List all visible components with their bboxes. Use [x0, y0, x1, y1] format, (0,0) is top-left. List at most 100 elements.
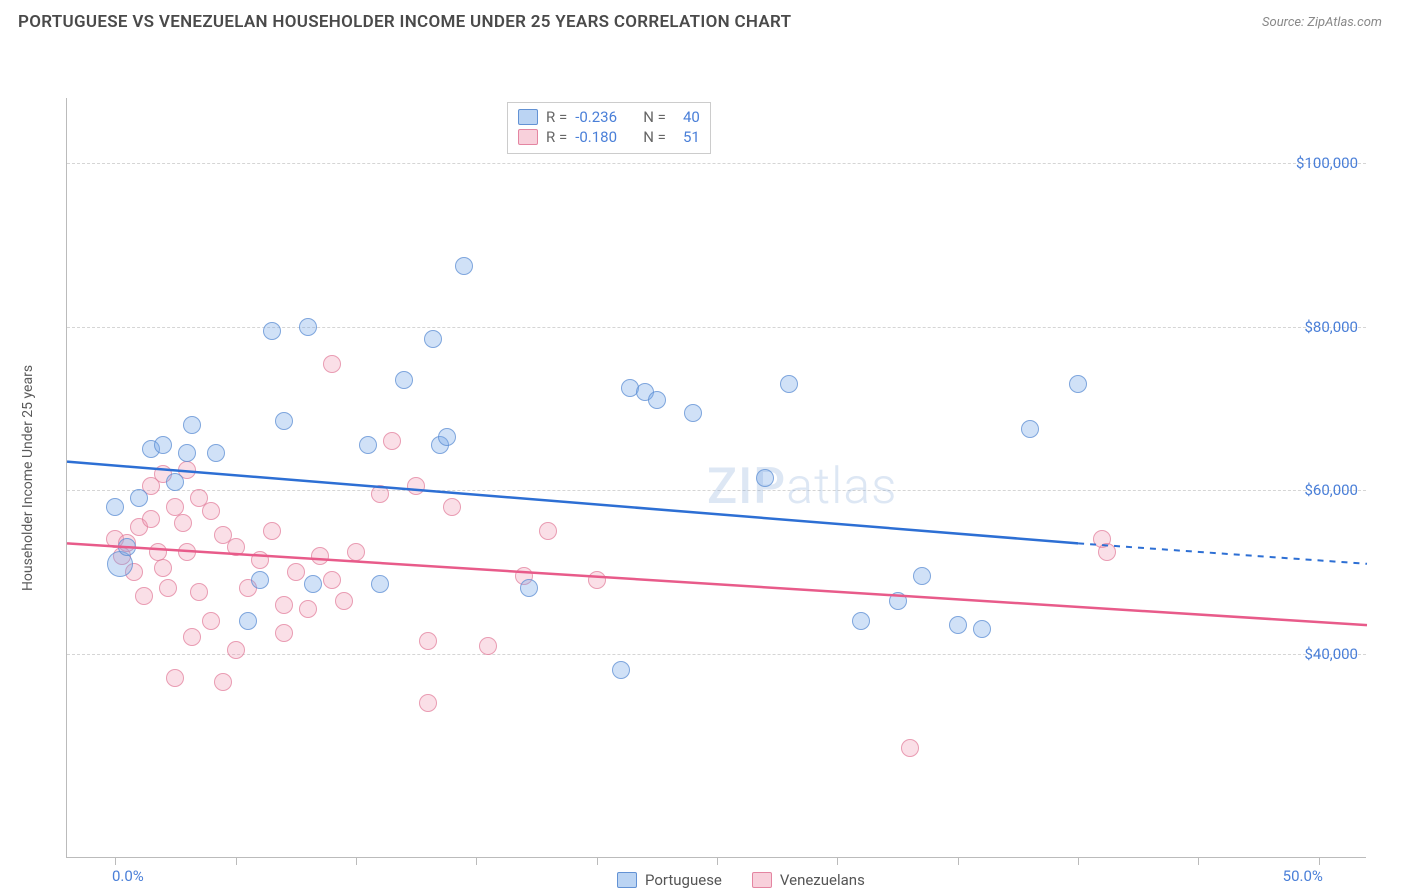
data-point — [106, 498, 124, 516]
data-point — [311, 547, 329, 565]
data-point — [207, 444, 225, 462]
chart-header: PORTUGUESE VS VENEZUELAN HOUSEHOLDER INC… — [0, 0, 1406, 38]
data-point — [438, 428, 456, 446]
stats-row: R =-0.180N =51 — [518, 127, 700, 147]
data-point — [142, 510, 160, 528]
legend-label: Portuguese — [645, 871, 722, 889]
data-point — [889, 592, 907, 610]
data-point — [756, 469, 774, 487]
x-tick-mark — [356, 857, 357, 865]
correlation-stats-box: R =-0.236N =40R =-0.180N =51 — [507, 102, 711, 154]
data-point — [166, 669, 184, 687]
stat-label-r: R = — [546, 108, 567, 126]
data-point — [166, 498, 184, 516]
data-point — [178, 444, 196, 462]
y-tick-label: $60,000 — [1304, 481, 1358, 499]
data-point — [395, 371, 413, 389]
data-point — [178, 543, 196, 561]
data-point — [479, 637, 497, 655]
data-point — [214, 673, 232, 691]
data-point — [347, 543, 365, 561]
legend-swatch — [752, 872, 772, 888]
data-point — [227, 538, 245, 556]
data-point — [275, 596, 293, 614]
gridline — [67, 163, 1366, 164]
stat-label-n: N = — [643, 108, 666, 126]
data-point — [275, 412, 293, 430]
data-point — [1069, 375, 1087, 393]
data-point — [190, 583, 208, 601]
data-point — [1021, 420, 1039, 438]
x-tick-mark — [236, 857, 237, 865]
data-point — [183, 416, 201, 434]
x-tick-mark — [717, 857, 718, 865]
data-point — [539, 522, 557, 540]
data-point — [227, 641, 245, 659]
trend-lines — [67, 98, 1367, 858]
data-point — [949, 616, 967, 634]
gridline — [67, 490, 1366, 491]
data-point — [455, 257, 473, 275]
data-point — [648, 391, 666, 409]
series-swatch — [518, 129, 538, 145]
data-point — [371, 575, 389, 593]
data-point — [1098, 543, 1116, 561]
data-point — [149, 543, 167, 561]
x-tick-mark — [1078, 857, 1079, 865]
data-point — [588, 571, 606, 589]
data-point — [251, 551, 269, 569]
legend-item: Venezuelans — [752, 871, 865, 889]
data-point — [239, 612, 257, 630]
data-point — [202, 502, 220, 520]
data-point — [323, 571, 341, 589]
data-point — [419, 694, 437, 712]
stat-value-r: -0.236 — [575, 108, 635, 126]
data-point — [371, 485, 389, 503]
x-tick-label: 0.0% — [112, 867, 144, 885]
stat-value-n: 40 — [674, 108, 700, 126]
data-point — [913, 567, 931, 585]
x-tick-mark — [115, 857, 116, 865]
stat-value-n: 51 — [674, 128, 700, 146]
data-point — [159, 579, 177, 597]
x-tick-mark — [837, 857, 838, 865]
data-point — [174, 514, 192, 532]
data-point — [359, 436, 377, 454]
plot-area: $40,000$60,000$80,000$100,0000.0%50.0%ZI… — [66, 98, 1366, 858]
legend-swatch — [617, 872, 637, 888]
series-legend: Portuguese Venezuelans — [617, 871, 865, 889]
data-point — [780, 375, 798, 393]
stat-label-n: N = — [643, 128, 666, 146]
x-tick-label: 50.0% — [1283, 867, 1323, 885]
data-point — [287, 563, 305, 581]
data-point — [118, 538, 136, 556]
x-tick-mark — [1198, 857, 1199, 865]
data-point — [424, 330, 442, 348]
source-attribution: Source: ZipAtlas.com — [1262, 15, 1382, 30]
data-point — [263, 322, 281, 340]
data-point — [275, 624, 293, 642]
data-point — [443, 498, 461, 516]
data-point — [135, 587, 153, 605]
chart-title: PORTUGUESE VS VENEZUELAN HOUSEHOLDER INC… — [18, 12, 791, 32]
x-tick-mark — [1319, 857, 1320, 865]
data-point — [419, 632, 437, 650]
data-point — [263, 522, 281, 540]
gridline — [67, 654, 1366, 655]
data-point — [520, 579, 538, 597]
data-point — [407, 477, 425, 495]
data-point — [383, 432, 401, 450]
data-point — [335, 592, 353, 610]
data-point — [973, 620, 991, 638]
data-point — [183, 628, 201, 646]
data-point — [202, 612, 220, 630]
watermark: ZIPatlas — [707, 458, 898, 516]
x-tick-mark — [958, 857, 959, 865]
data-point — [299, 318, 317, 336]
gridline — [67, 327, 1366, 328]
data-point — [852, 612, 870, 630]
series-swatch — [518, 109, 538, 125]
y-tick-label: $100,000 — [1296, 154, 1358, 172]
stat-label-r: R = — [546, 128, 567, 146]
y-tick-label: $40,000 — [1304, 645, 1358, 663]
